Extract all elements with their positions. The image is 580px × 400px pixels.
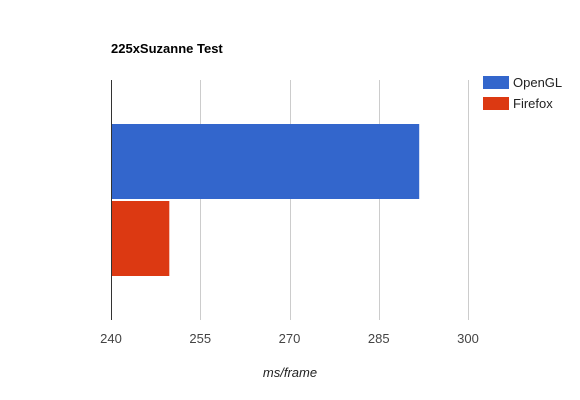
chart-title: 225xSuzanne Test (111, 41, 223, 56)
x-tick-label: 240 (100, 331, 122, 346)
x-tick-label: 270 (279, 331, 301, 346)
x-tick-label: 300 (457, 331, 479, 346)
bar-firefox[interactable] (111, 201, 170, 276)
legend-swatch-firefox (483, 97, 509, 110)
legend: OpenGL Firefox (483, 75, 562, 111)
x-tick-label: 255 (189, 331, 211, 346)
bar-opengl[interactable] (111, 124, 420, 199)
x-tick-label: 285 (368, 331, 390, 346)
legend-label-firefox: Firefox (513, 96, 553, 111)
x-axis-ticks: 240 255 270 285 300 (100, 331, 479, 346)
bars (111, 124, 420, 276)
x-axis-title: ms/frame (263, 365, 317, 380)
legend-swatch-opengl (483, 76, 509, 89)
legend-label-opengl: OpenGL (513, 75, 562, 90)
gridlines (200, 80, 469, 320)
